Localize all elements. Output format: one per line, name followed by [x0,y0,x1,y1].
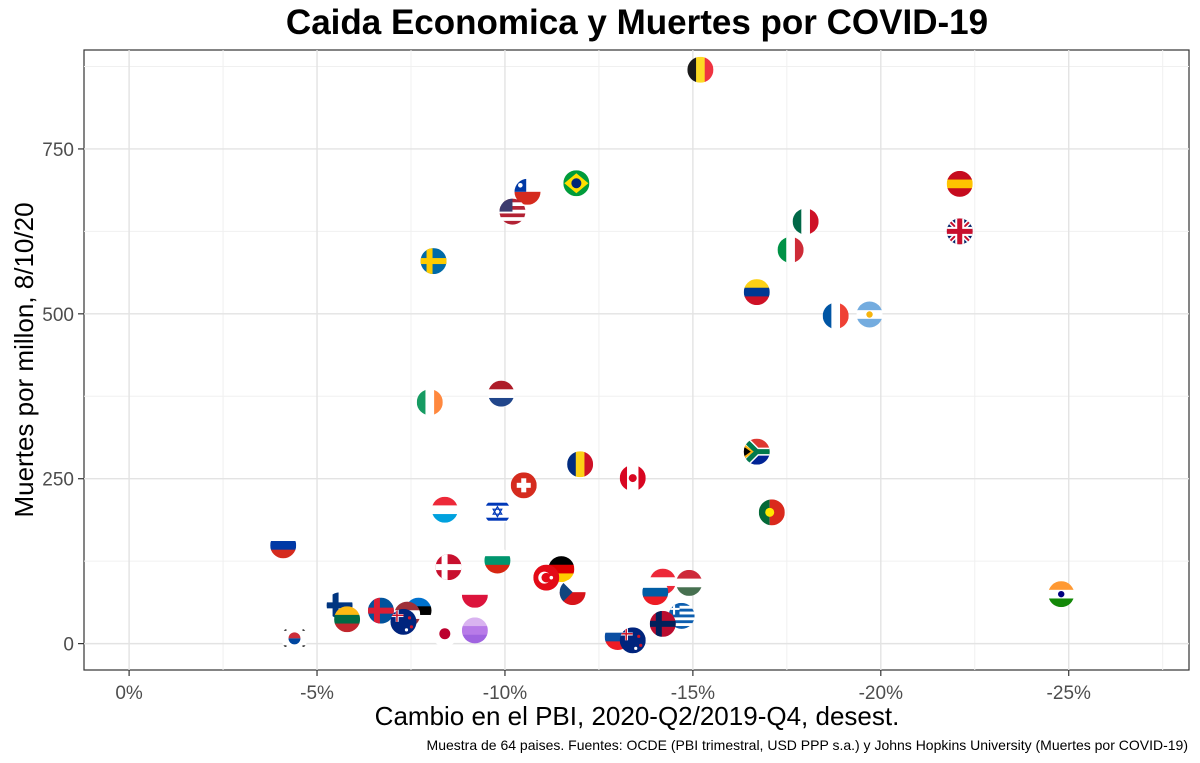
flag-marker-australia [390,608,417,635]
flag-marker-norway [649,610,676,637]
flag-marker-romania [567,451,594,478]
flag-marker-india [1048,581,1075,608]
flag-marker-united-kingdom [946,218,973,245]
flag-marker-mexico [792,208,819,235]
x-tick-label: 0% [115,683,143,704]
x-tick-label: -20% [859,683,903,704]
data-points [270,56,1075,654]
flag-marker-israel [484,498,511,525]
flag-marker-slovakia [604,624,631,651]
minor-grid [84,50,1189,670]
flag-marker-bulgaria [484,547,511,574]
flag-marker-france [822,302,849,329]
flag-marker-luxembourg [431,496,458,523]
flag-marker-new-zealand [619,627,646,654]
flag-marker-japan [431,620,458,647]
flag-marker-germany [548,556,575,583]
flag-marker-argentina [856,301,883,328]
flag-marker-slovenia [642,579,669,606]
chart-title: Caida Economica y Muertes por COVID-19 [286,3,988,42]
flag-marker-netherlands [488,380,515,407]
chart-caption: Muestra de 64 paises. Fuentes: OCDE (PBI… [427,737,1188,753]
flag-marker-switzerland [510,472,537,499]
flag-marker-czech-republic [559,579,586,606]
flag-marker-chile [514,178,541,205]
y-axis-title: Muertes por millon, 8/10/20 [9,202,39,517]
flag-marker-greece [668,602,695,629]
flag-marker-korea [281,625,308,652]
x-axis: 0% -5% -10% -15% -20% -25% [115,670,1091,704]
flag-marker-sweden [420,248,447,275]
flag-marker-belgium [687,56,714,83]
x-tick-label: -25% [1047,683,1091,704]
flag-marker-south-africa [743,438,770,465]
flag-marker-turkey [533,564,560,591]
x-axis-title: Cambio en el PBI, 2020-Q2/2019-Q4, deses… [375,701,900,731]
flag-marker-portugal [758,499,785,526]
y-tick-label: 500 [42,305,74,326]
flag-marker-denmark [435,554,462,581]
flag-marker-colombia [743,279,770,306]
flag-marker-hungary [676,569,703,596]
x-tick-label: -5% [300,683,334,704]
x-tick-label: -10% [483,683,527,704]
flag-marker-unknown [461,617,488,644]
flag-marker-russia [270,532,297,559]
flag-marker-poland [461,581,488,608]
flag-marker-brazil [563,170,590,197]
flag-marker-ireland [416,389,443,416]
y-tick-label: 750 [42,140,74,161]
plot-panel [83,49,1190,671]
flag-marker-canada [619,465,646,492]
flag-marker-spain [946,170,973,197]
x-tick-label: -15% [671,683,715,704]
y-axis: 0 250 500 750 [42,140,84,656]
flag-marker-iceland [367,597,394,624]
flag-marker-italy [777,236,804,263]
y-tick-label: 0 [63,635,74,656]
y-tick-label: 250 [42,470,74,491]
flag-marker-lithuania [334,606,361,633]
